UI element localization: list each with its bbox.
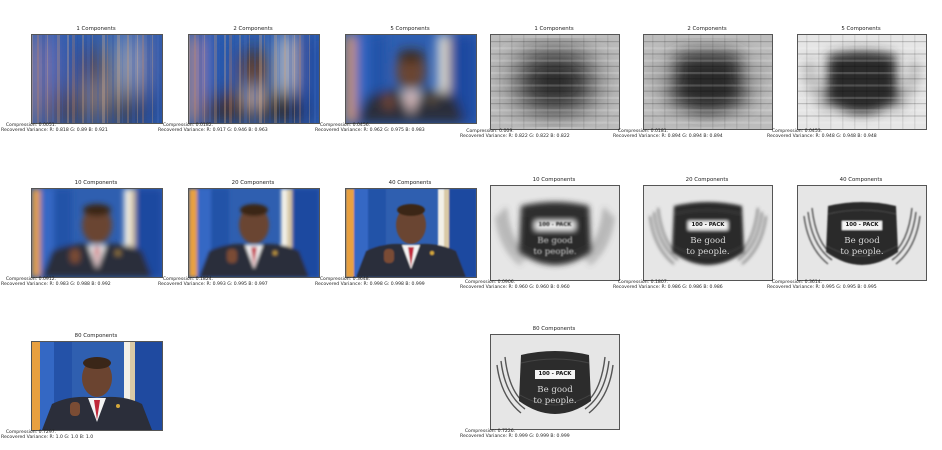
variance-caption: Recovered Variance: R: 0.960 G: 0.960 B:…: [460, 285, 570, 290]
panel-title: 40 Components: [839, 177, 883, 183]
portrait-image: [31, 34, 163, 124]
variance-caption: Recovered Variance: R: 0.986 G: 0.986 B:…: [613, 285, 723, 290]
panel-title: 5 Components: [390, 26, 430, 32]
portrait-image: [345, 34, 477, 124]
panel-title: 1 Components: [76, 26, 116, 32]
compression-caption: Compression: 0.009.: [466, 129, 514, 134]
variance-caption: Recovered Variance: R: 0.993 G: 0.995 B:…: [158, 282, 268, 287]
portrait-image: [188, 34, 320, 124]
mask-slogan-line1: Be good: [537, 385, 573, 395]
mask-image: [643, 34, 773, 130]
portrait-image: [31, 341, 163, 431]
panel-title: 1 Components: [534, 26, 574, 32]
compression-caption: Compression: 0.0182.: [162, 123, 214, 128]
compression-caption: Compression: 0.7297.: [5, 430, 57, 435]
mask-slogan-line2: to people.: [686, 247, 730, 257]
panel-title: 20 Components: [685, 177, 729, 183]
variance-caption: Recovered Variance: R: 0.894 G: 0.894 B:…: [613, 134, 723, 139]
mask-pack-label: 100 - PACK: [538, 370, 572, 377]
compression-caption: Compression: 0.0051.: [5, 123, 57, 128]
panel-title: 80 Components: [74, 333, 118, 339]
variance-caption: Recovered Variance: R: 0.998 G: 0.998 B:…: [315, 282, 425, 287]
compression-caption: Compression: 0.0912.: [5, 277, 57, 282]
panel-title: 10 Components: [532, 177, 576, 183]
portrait-image: [345, 188, 477, 278]
compression-caption: Compression: 0.3648.: [319, 277, 371, 282]
mask-pack-label: 100 - PACK: [538, 221, 572, 228]
panel-title: 20 Components: [231, 180, 275, 186]
variance-caption: Recovered Variance: R: 0.818 G: 0.89 B: …: [1, 128, 108, 133]
panel-title: 5 Components: [841, 26, 881, 32]
mask-image: 100 - PACK Be good to people.: [643, 185, 773, 281]
mask-slogan-line2: to people.: [533, 247, 577, 257]
variance-caption: Recovered Variance: R: 0.983 G: 0.988 B:…: [1, 282, 111, 287]
compression-caption: Compression: 0.3614.: [771, 280, 823, 285]
portrait-image: [188, 188, 320, 278]
mask-slogan-line2: to people.: [533, 396, 577, 406]
compression-caption: Compression: 0.1807.: [617, 280, 669, 285]
compression-caption: Compression: 0.0456.: [319, 123, 371, 128]
mask-pack-label: 100 - PACK: [691, 221, 725, 228]
variance-caption: Recovered Variance: R: 0.999 G: 0.999 B:…: [460, 434, 570, 439]
compression-caption: Compression: 0.0181.: [617, 129, 669, 134]
variance-caption: Recovered Variance: R: 0.822 G: 0.822 B:…: [460, 134, 570, 139]
panel-title: 80 Components: [532, 326, 576, 332]
mask-slogan-line1: Be good: [537, 236, 573, 246]
panel-title: 2 Components: [233, 26, 273, 32]
mask-image: 100 - PACK Be good to people.: [490, 334, 620, 430]
panel-title: 40 Components: [388, 180, 432, 186]
variance-caption: Recovered Variance: R: 0.962 G: 0.975 B:…: [315, 128, 425, 133]
panel-title: 10 Components: [74, 180, 118, 186]
mask-pack-label: 100 - PACK: [845, 221, 879, 228]
variance-caption: Recovered Variance: R: 0.917 G: 0.946 B:…: [158, 128, 268, 133]
panel-title: 2 Components: [687, 26, 727, 32]
mask-image: [490, 34, 620, 130]
mask-slogan-line1: Be good: [844, 236, 880, 246]
mask-image: [797, 34, 927, 130]
variance-caption: Recovered Variance: R: 1.0 G: 1.0 B: 1.0: [1, 435, 94, 440]
variance-caption: Recovered Variance: R: 0.995 G: 0.995 B:…: [767, 285, 877, 290]
mask-image: 100 - PACK Be good to people.: [490, 185, 620, 281]
mask-image: 100 - PACK Be good to people.: [797, 185, 927, 281]
compression-caption: Compression: 0.1824.: [162, 277, 214, 282]
portrait-image: [31, 188, 163, 278]
mask-slogan-line1: Be good: [690, 236, 726, 246]
compression-caption: Compression: 0.0453.: [771, 129, 823, 134]
mask-slogan-line2: to people.: [840, 247, 884, 257]
variance-caption: Recovered Variance: R: 0.948 G: 0.948 B:…: [767, 134, 877, 139]
compression-caption: Compression: 0.7226.: [464, 429, 516, 434]
compression-caption: Compression: 0.0906.: [464, 280, 516, 285]
